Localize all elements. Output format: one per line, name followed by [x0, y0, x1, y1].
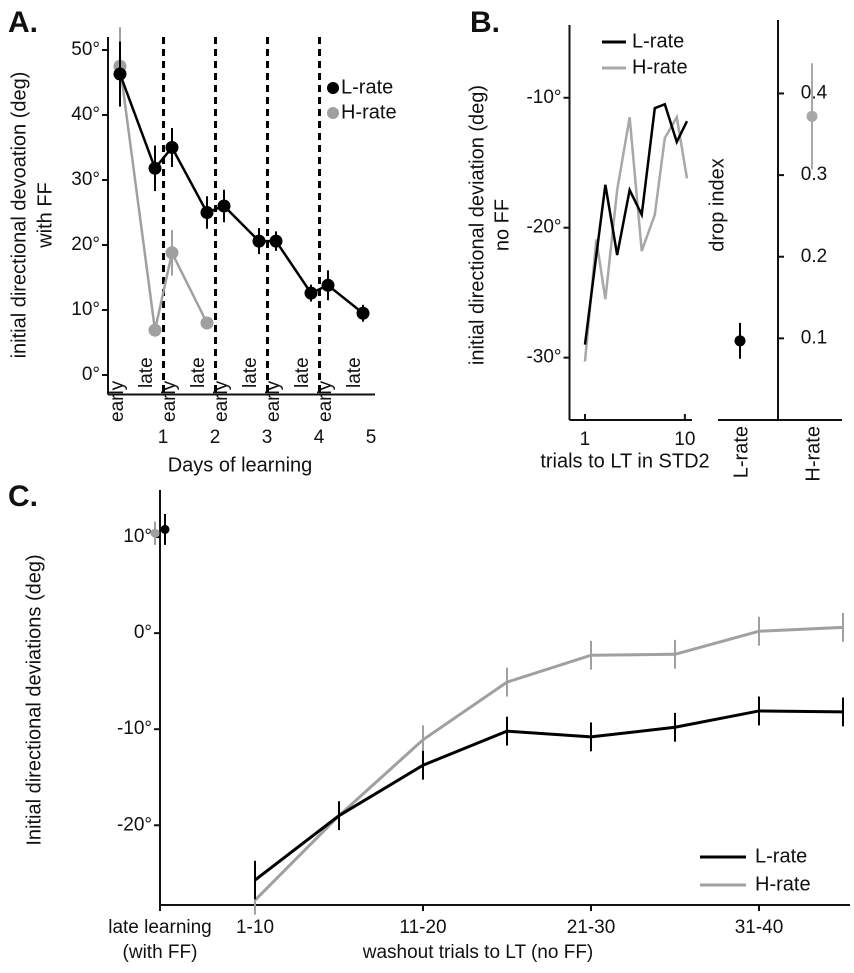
data-point — [734, 335, 746, 347]
x-category-label: late — [188, 357, 209, 388]
legend-label: L-rate — [632, 30, 684, 52]
y-tick-label: -20° — [117, 814, 152, 835]
legend-label: H-rate — [632, 56, 688, 78]
x-tick-label: 31-40 — [735, 917, 784, 938]
legend-label: H-rate — [341, 101, 397, 123]
y-tick-label: 10° — [71, 299, 100, 320]
x-note: (with FF) — [123, 942, 198, 963]
x-tick-label: late learning — [108, 917, 212, 938]
y-tick-label: 10° — [123, 526, 152, 547]
y-axis-label: no FF — [491, 199, 513, 251]
x-axis-label: Days of learning — [168, 454, 313, 476]
data-point — [356, 306, 370, 320]
series-line — [118, 66, 209, 331]
x-category-label: late — [240, 357, 261, 388]
x-category-label: early — [159, 380, 180, 422]
data-point — [321, 278, 335, 292]
x-tick-label: 21-30 — [567, 917, 616, 938]
x-tick-label: 4 — [314, 427, 325, 448]
x-category-label: early — [315, 380, 336, 422]
data-point — [200, 316, 214, 330]
legend-marker — [327, 107, 339, 119]
y-axis-label: initial directional devoation (deg) — [8, 72, 30, 359]
y-tick-label: 0.3 — [801, 164, 827, 185]
data-point — [160, 524, 170, 534]
x-axis-label: trials to LT in STD2 — [540, 450, 709, 472]
y-tick-label: -20° — [526, 217, 561, 238]
x-tick-label: 10 — [674, 429, 695, 450]
series-line — [583, 102, 689, 345]
data-point — [252, 234, 266, 248]
y-tick-label: 0.2 — [801, 246, 827, 267]
x-category-label: H-rate — [802, 426, 824, 482]
x-tick-label: 2 — [210, 427, 221, 448]
legend-marker — [327, 82, 339, 94]
y-axis-label: drop index — [706, 158, 728, 251]
data-point — [200, 206, 214, 219]
x-tick-label: 5 — [366, 427, 377, 448]
data-point — [150, 528, 160, 538]
y-tick-label: 50° — [71, 39, 100, 60]
y-tick-label: 0.4 — [801, 82, 828, 103]
x-axis-label: washout trials to LT (no FF) — [362, 942, 594, 963]
y-axis-label: Initial directional deviations (deg) — [23, 554, 45, 845]
x-category-label: early — [107, 380, 128, 422]
y-tick-label: 0° — [134, 622, 152, 643]
y-tick-label: 0° — [82, 364, 100, 385]
y-tick-label: -10° — [526, 87, 561, 108]
data-point — [217, 199, 231, 213]
series-line — [118, 73, 364, 315]
y-axis-label: with FF — [34, 182, 56, 249]
panel-label: B. — [470, 6, 500, 39]
panel-label: C. — [8, 480, 38, 513]
x-category-label: early — [211, 380, 232, 422]
x-category-label: late — [344, 357, 365, 388]
x-tick-label: 3 — [262, 427, 273, 448]
y-tick-label: -30° — [526, 347, 561, 368]
x-category-label: late — [292, 357, 313, 388]
data-point — [269, 234, 283, 248]
x-category-label: L-rate — [730, 426, 752, 478]
data-point — [113, 67, 127, 81]
data-point — [304, 286, 318, 300]
x-category-label: early — [263, 380, 284, 422]
panel-label: A. — [8, 6, 38, 39]
legend-label: L-rate — [341, 76, 393, 98]
data-point — [148, 161, 162, 175]
x-tick-label: 1 — [158, 427, 169, 448]
legend-label: L-rate — [755, 845, 807, 867]
data-point — [165, 246, 179, 260]
series-line — [253, 625, 844, 902]
x-tick-label: 1 — [580, 429, 591, 450]
y-tick-label: 0.1 — [801, 327, 827, 348]
series-line — [254, 709, 844, 882]
legend-label: H-rate — [755, 873, 811, 895]
x-tick-label: 11-20 — [399, 917, 446, 938]
x-category-label: late — [136, 357, 157, 388]
series-line — [583, 113, 689, 362]
data-point — [806, 110, 818, 122]
y-tick-label: 20° — [71, 234, 100, 255]
data-point — [148, 323, 162, 337]
x-tick-label: 1-10 — [236, 917, 274, 938]
y-tick-label: -10° — [117, 718, 152, 739]
data-point — [165, 141, 179, 154]
y-axis-label: initial directional deviation (deg) — [466, 85, 488, 365]
y-tick-label: 30° — [71, 169, 100, 190]
y-tick-label: 40° — [71, 104, 100, 125]
